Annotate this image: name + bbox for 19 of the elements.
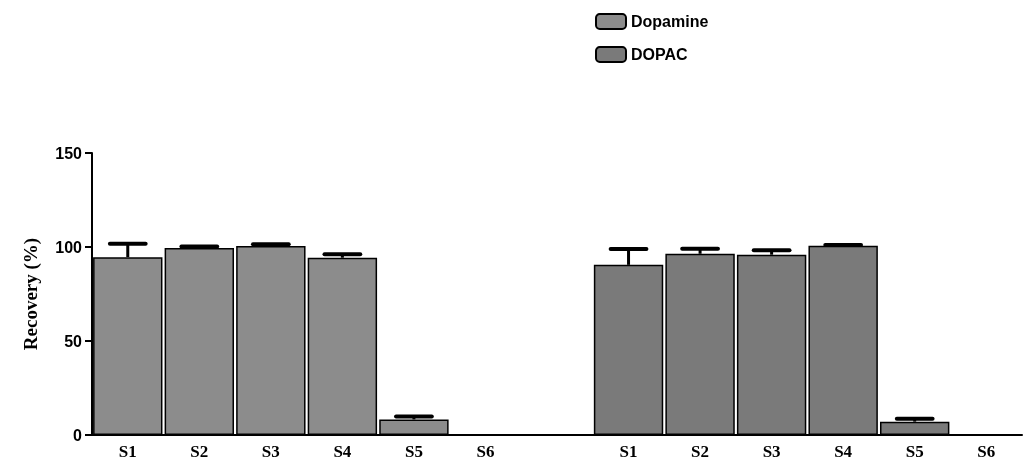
x-tick-label: S3 xyxy=(762,442,781,461)
x-tick-label: S5 xyxy=(905,442,924,461)
y-tick-label: 0 xyxy=(73,426,83,444)
x-tick-label: S6 xyxy=(977,442,996,461)
y-tick-label: 150 xyxy=(55,144,83,162)
legend-label: Dopamine xyxy=(631,13,709,30)
x-tick-label: S4 xyxy=(834,442,853,461)
x-tick-label: S1 xyxy=(118,442,137,461)
x-tick-label: S4 xyxy=(333,442,352,461)
x-tick-label: S2 xyxy=(691,442,710,461)
x-tick-label: S3 xyxy=(261,442,280,461)
y-axis-title: Recovery (%) xyxy=(20,237,42,351)
y-tick-label: 50 xyxy=(64,332,83,350)
x-tick-label: S1 xyxy=(619,442,638,461)
x-tick-label: S5 xyxy=(404,442,423,461)
x-tick-label: S6 xyxy=(476,442,495,461)
legend-label: DOPAC xyxy=(631,46,689,63)
y-tick-label: 100 xyxy=(55,238,83,256)
x-tick-label: S2 xyxy=(190,442,209,461)
